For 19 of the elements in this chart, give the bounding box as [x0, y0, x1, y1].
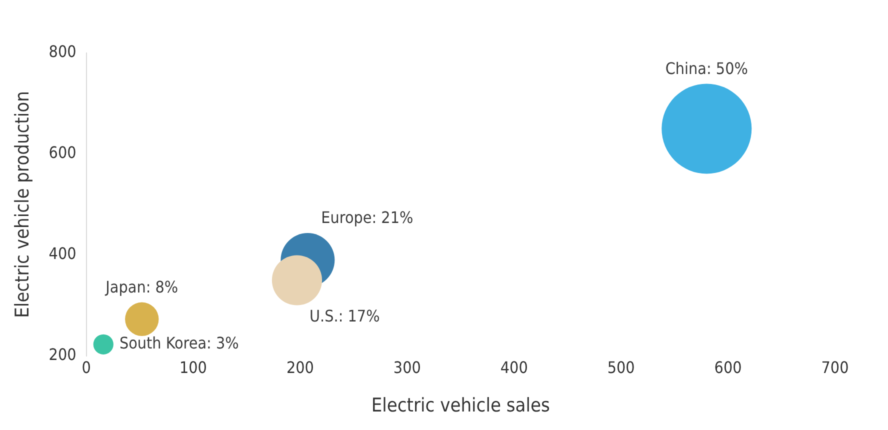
- x-tick-label: 600: [714, 358, 742, 377]
- x-tick-label: 200: [286, 358, 314, 377]
- series-label: South Korea: 3%: [119, 334, 239, 353]
- series-label: U.S.: 17%: [310, 306, 380, 326]
- x-tick-label: 400: [500, 358, 528, 377]
- series-label: Europe: 21%: [321, 208, 414, 228]
- x-tick-label: 0: [82, 358, 91, 377]
- series-label: China: 50%: [665, 58, 748, 78]
- y-tick-label: 200: [48, 345, 76, 364]
- x-tick-label: 300: [393, 358, 421, 377]
- x-tick-label: 700: [821, 358, 849, 377]
- y-axis-title: Electric vehicle production: [11, 91, 34, 318]
- y-tick-label: 400: [48, 244, 76, 264]
- x-tick-label: 100: [179, 358, 207, 377]
- x-axis-title: Electric vehicle sales: [371, 394, 550, 417]
- y-tick-label: 800: [48, 42, 76, 62]
- x-tick-label: 500: [607, 358, 635, 377]
- y-tick-label: 600: [48, 143, 76, 162]
- series-label: Japan: 8%: [104, 277, 178, 296]
